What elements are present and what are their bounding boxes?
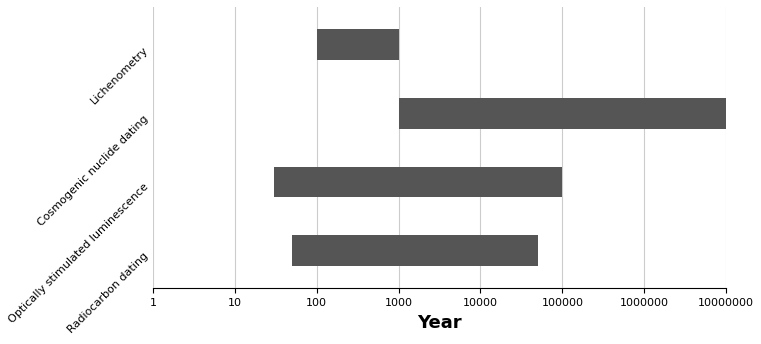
Bar xyxy=(274,166,562,197)
Bar xyxy=(317,29,399,60)
X-axis label: Year: Year xyxy=(417,314,462,332)
Bar xyxy=(292,235,538,266)
Bar xyxy=(399,98,726,129)
